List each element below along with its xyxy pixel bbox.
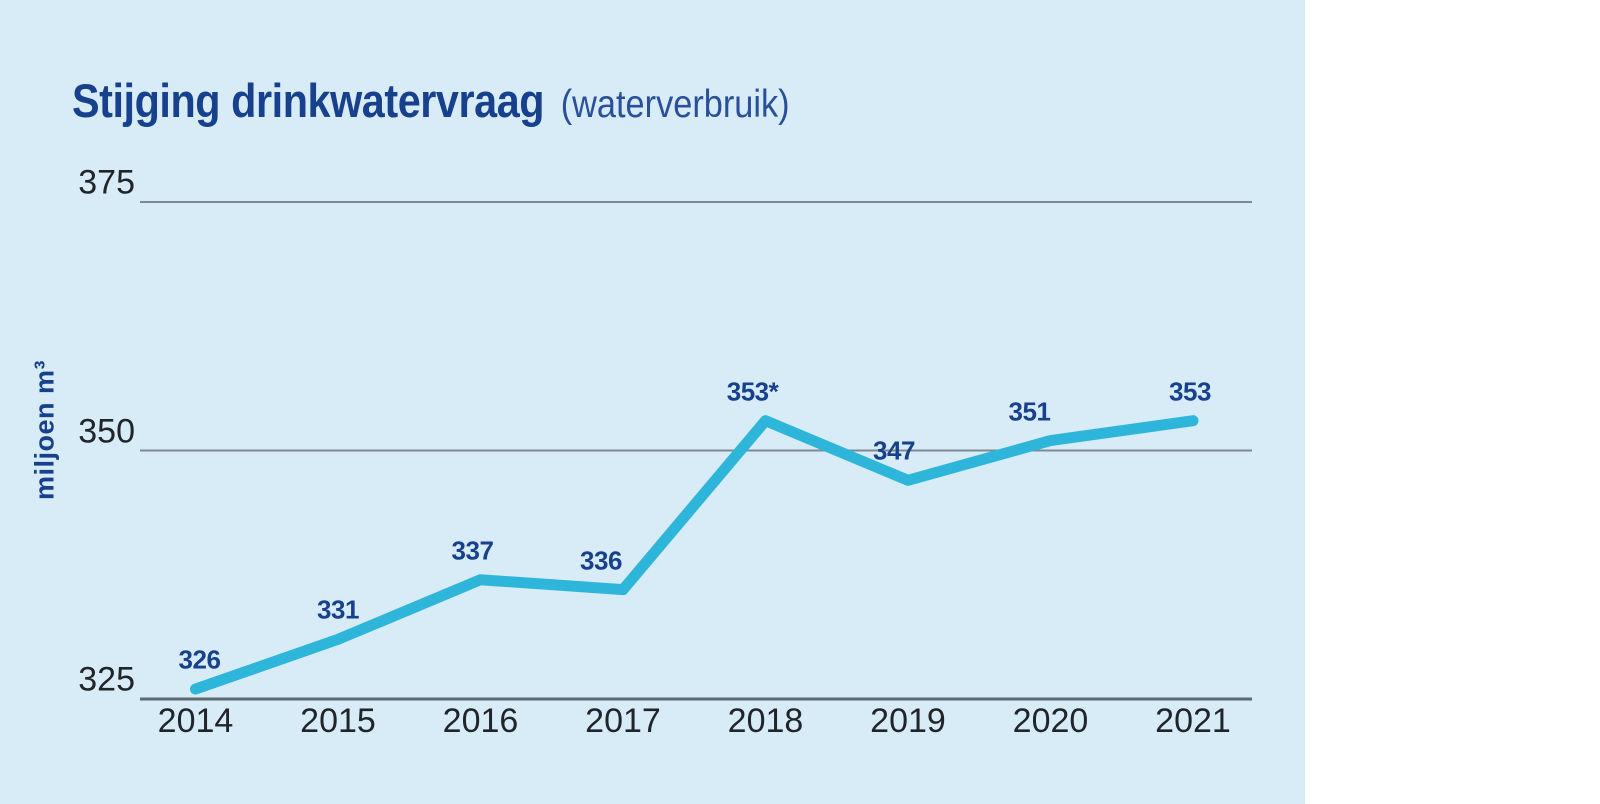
y-tick-label: 375 <box>78 163 135 202</box>
chart-title: Stijging drinkwatervraag (waterverbruik) <box>72 73 790 128</box>
y-tick-label: 325 <box>78 660 135 699</box>
x-tick-label: 2021 <box>1155 702 1231 740</box>
data-point-label: 331 <box>317 594 359 625</box>
data-line <box>190 415 1199 695</box>
x-tick-label: 2015 <box>300 702 376 740</box>
chart-title-suffix: (waterverbruik) <box>560 83 790 127</box>
data-point-label: 353 <box>1169 376 1211 407</box>
data-point-label: 326 <box>178 644 221 675</box>
y-tick-label: 350 <box>78 412 135 450</box>
data-point-label: 337 <box>451 535 494 566</box>
x-tick-label: 2018 <box>727 702 804 740</box>
data-point-label: 351 <box>1008 396 1051 427</box>
x-tick-label: 2014 <box>157 702 234 740</box>
x-tick-label: 2017 <box>585 702 661 740</box>
data-point-label: 353* <box>726 376 779 407</box>
chart-panel: Stijging drinkwatervraag (waterverbruik)… <box>0 0 1305 804</box>
data-point-label: 336 <box>580 545 622 576</box>
x-tick-label: 2019 <box>870 702 946 740</box>
data-point-label: 347 <box>873 435 915 466</box>
chart-title-main: Stijging drinkwatervraag <box>72 74 545 128</box>
x-tick-label: 2016 <box>442 702 519 740</box>
gridlines <box>140 201 1252 701</box>
x-tick-label: 2020 <box>1012 702 1089 740</box>
line-chart <box>140 201 1252 701</box>
white-margin <box>1305 0 1600 804</box>
